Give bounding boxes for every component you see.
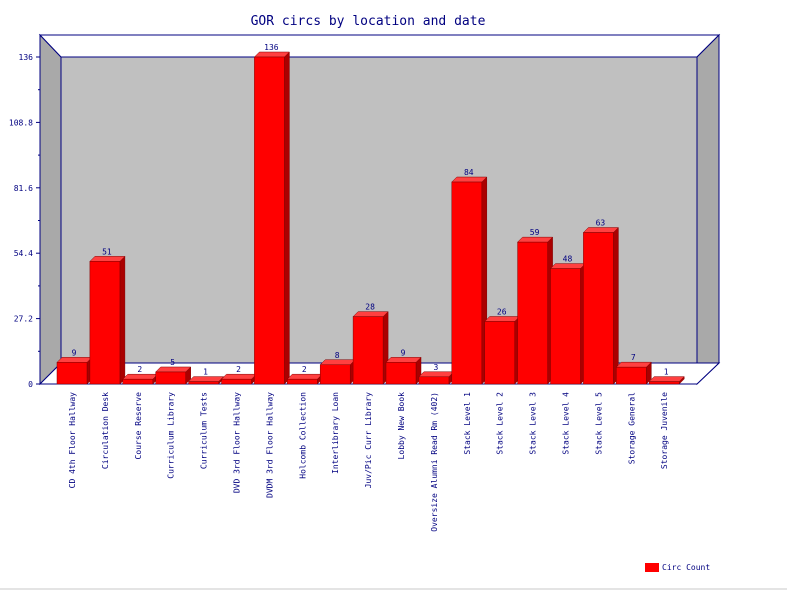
bar-top <box>319 359 356 366</box>
bar-top <box>549 263 587 269</box>
category-label: Course Reserve <box>134 392 143 460</box>
category-label: Storage Juvenile <box>660 392 669 469</box>
data-label: 7 <box>631 353 636 362</box>
category-label: Stack Level 5 <box>594 392 603 455</box>
bar-top <box>187 376 225 382</box>
bar <box>550 268 581 385</box>
bar-top <box>352 311 389 317</box>
bar <box>583 232 614 385</box>
y-tick-label: 108.8 <box>9 118 33 127</box>
legend-swatch <box>645 563 659 572</box>
category-label: Lobby New Book <box>397 392 406 460</box>
bar <box>616 366 647 385</box>
data-label: 2 <box>137 365 142 374</box>
category-label: Curriculum Tests <box>200 392 209 469</box>
bar-side <box>613 226 619 385</box>
category-label: DVD 3rd Floor Hallway <box>233 392 242 493</box>
bar-top <box>385 357 422 363</box>
bar <box>155 371 186 385</box>
data-label: 1 <box>203 368 208 377</box>
bar-top <box>451 176 488 183</box>
chart-title: GOR circs by location and date <box>251 14 486 29</box>
data-label: 1 <box>664 368 669 377</box>
y-tick-label: 136 <box>19 53 34 62</box>
bar-top <box>484 316 521 322</box>
bar <box>418 376 450 385</box>
bar-top <box>582 227 620 233</box>
data-label: 84 <box>464 168 474 177</box>
plot-top-edge <box>38 34 721 58</box>
category-label: Holcomb Collection <box>298 392 307 479</box>
category-label: DVDM 3rd Floor Hallway <box>265 392 274 498</box>
bar-top <box>122 373 159 380</box>
category-label: Storage General <box>627 392 636 464</box>
data-label: 2 <box>236 365 241 374</box>
bar-top <box>648 376 685 382</box>
bar <box>385 362 417 385</box>
bar <box>648 381 680 385</box>
bar-top <box>220 373 258 380</box>
bar-top <box>516 236 554 243</box>
bar <box>254 56 285 385</box>
bar <box>221 378 252 385</box>
data-label: 51 <box>102 247 112 256</box>
data-label: 28 <box>365 303 375 312</box>
category-label: CD 4th Floor Hallway <box>68 392 77 489</box>
bar-top <box>56 357 93 363</box>
data-label: 9 <box>72 348 77 357</box>
category-label: Stack Level 1 <box>463 392 472 455</box>
bar <box>352 316 384 385</box>
y-tick-label: 0 <box>28 380 33 389</box>
y-tick-label: 81.6 <box>14 184 33 193</box>
bar-top <box>615 361 652 368</box>
plot-right-wall <box>696 33 720 386</box>
y-tick-label: 27.2 <box>14 315 33 324</box>
data-label: 8 <box>335 351 340 360</box>
category-label: Oversize Alumni Read Rm (402) <box>430 392 439 532</box>
bar-top <box>418 371 455 378</box>
category-label: Stack Level 4 <box>562 392 571 455</box>
bar-top <box>155 366 192 373</box>
data-label: 9 <box>401 348 406 357</box>
data-label: 2 <box>302 365 307 374</box>
data-label: 3 <box>433 363 438 372</box>
bar-side <box>119 255 126 385</box>
bar-top <box>89 256 126 262</box>
data-label: 59 <box>530 228 540 237</box>
bar <box>517 241 548 385</box>
legend-label: Circ Count <box>662 563 710 572</box>
bar <box>484 321 515 385</box>
bar-side <box>284 51 290 385</box>
data-label: 136 <box>264 43 279 52</box>
data-label: 26 <box>497 307 507 316</box>
bar <box>56 362 88 385</box>
bar-top <box>286 373 323 380</box>
bar <box>89 261 121 385</box>
category-label: Interlibrary Loan <box>331 392 340 474</box>
data-label: 5 <box>170 358 175 367</box>
category-label: Stack Level 3 <box>529 392 538 455</box>
data-label: 48 <box>563 255 573 264</box>
category-labels: CD 4th Floor Hallway Circulation Desk Cour… <box>68 392 669 532</box>
data-label: 63 <box>596 219 606 228</box>
bar <box>319 364 351 385</box>
category-label: Circulation Desk <box>101 392 110 469</box>
bar <box>287 378 318 385</box>
category-label: Juv/Pic Curr Library <box>364 392 373 489</box>
bar <box>122 378 154 385</box>
bar <box>451 181 483 385</box>
y-tick-label: 54.4 <box>14 249 33 258</box>
bar-top <box>253 51 291 58</box>
category-label: Stack Level 2 <box>496 392 505 455</box>
category-label: Curriculum Library <box>167 392 176 479</box>
bar <box>188 381 219 385</box>
plot-left-wall <box>39 33 62 386</box>
y-axis: 0 27.2 54.4 81.6 108.8 136 <box>9 53 40 389</box>
